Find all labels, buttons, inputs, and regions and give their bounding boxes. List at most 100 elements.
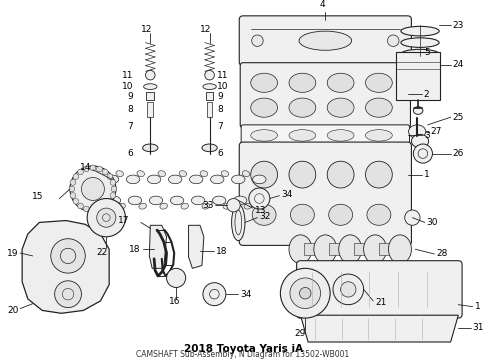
- Polygon shape: [189, 225, 204, 268]
- Text: 28: 28: [436, 249, 448, 258]
- Circle shape: [102, 169, 108, 175]
- Ellipse shape: [143, 144, 158, 152]
- Circle shape: [70, 166, 116, 212]
- Circle shape: [102, 203, 108, 209]
- FancyBboxPatch shape: [239, 16, 412, 66]
- Circle shape: [203, 283, 226, 306]
- Ellipse shape: [289, 235, 312, 264]
- Text: 15: 15: [32, 192, 43, 201]
- Bar: [147, 93, 154, 100]
- Text: 11: 11: [122, 71, 133, 80]
- Circle shape: [167, 268, 186, 288]
- Text: 19: 19: [7, 248, 18, 257]
- Ellipse shape: [126, 175, 140, 184]
- Bar: [379, 243, 396, 255]
- Ellipse shape: [223, 203, 231, 209]
- Ellipse shape: [366, 130, 392, 141]
- Circle shape: [107, 174, 113, 179]
- Circle shape: [205, 70, 215, 80]
- Ellipse shape: [401, 26, 439, 36]
- Circle shape: [252, 35, 263, 46]
- Ellipse shape: [203, 84, 216, 90]
- Text: 7: 7: [217, 122, 223, 131]
- Text: 4: 4: [319, 0, 325, 9]
- Ellipse shape: [221, 171, 229, 177]
- Circle shape: [83, 206, 89, 212]
- Text: 2018 Toyota Yaris iA: 2018 Toyota Yaris iA: [184, 344, 303, 354]
- Circle shape: [388, 35, 399, 46]
- Ellipse shape: [202, 203, 210, 209]
- Circle shape: [110, 180, 116, 185]
- Bar: [329, 243, 346, 255]
- Ellipse shape: [327, 73, 354, 93]
- Ellipse shape: [232, 204, 245, 240]
- Text: 26: 26: [453, 149, 464, 158]
- Text: 30: 30: [427, 218, 438, 227]
- Text: 23: 23: [453, 21, 464, 30]
- Ellipse shape: [251, 73, 277, 93]
- Ellipse shape: [147, 175, 161, 184]
- Bar: [396, 52, 440, 100]
- Bar: [304, 243, 321, 255]
- Text: 24: 24: [453, 60, 464, 69]
- Ellipse shape: [414, 107, 423, 114]
- Text: 12: 12: [141, 25, 152, 34]
- Text: 1: 1: [474, 302, 480, 311]
- Ellipse shape: [289, 161, 316, 188]
- Ellipse shape: [251, 130, 277, 141]
- Ellipse shape: [401, 49, 439, 59]
- Circle shape: [97, 166, 102, 172]
- Ellipse shape: [179, 171, 187, 177]
- Ellipse shape: [149, 196, 163, 205]
- Circle shape: [249, 188, 270, 209]
- Ellipse shape: [289, 130, 316, 141]
- Circle shape: [69, 186, 75, 192]
- Circle shape: [110, 193, 116, 198]
- Circle shape: [414, 144, 433, 163]
- Ellipse shape: [232, 175, 245, 184]
- Ellipse shape: [339, 235, 362, 264]
- Text: 22: 22: [96, 248, 107, 257]
- Ellipse shape: [299, 31, 352, 50]
- Polygon shape: [300, 315, 458, 342]
- Ellipse shape: [200, 171, 208, 177]
- Bar: [207, 102, 213, 117]
- Ellipse shape: [171, 196, 184, 205]
- FancyBboxPatch shape: [240, 63, 411, 128]
- Ellipse shape: [118, 203, 125, 209]
- Text: 10: 10: [122, 82, 133, 91]
- Text: 34: 34: [240, 290, 251, 299]
- Circle shape: [55, 281, 81, 307]
- Ellipse shape: [244, 203, 252, 209]
- Ellipse shape: [366, 98, 392, 117]
- Text: 2: 2: [424, 90, 429, 99]
- Circle shape: [111, 186, 117, 192]
- Text: 20: 20: [7, 306, 18, 315]
- Ellipse shape: [251, 98, 277, 117]
- Text: 32: 32: [259, 212, 270, 221]
- Ellipse shape: [327, 98, 354, 117]
- Text: 7: 7: [127, 122, 133, 131]
- Ellipse shape: [128, 196, 142, 205]
- Ellipse shape: [213, 196, 226, 205]
- Ellipse shape: [327, 130, 354, 141]
- Ellipse shape: [327, 161, 354, 188]
- Circle shape: [107, 198, 113, 204]
- Text: 33: 33: [202, 201, 214, 210]
- Circle shape: [333, 274, 364, 305]
- Circle shape: [97, 208, 116, 227]
- Bar: [354, 243, 371, 255]
- Ellipse shape: [192, 196, 205, 205]
- Text: 31: 31: [473, 323, 484, 332]
- Ellipse shape: [251, 161, 277, 188]
- Circle shape: [90, 165, 96, 171]
- Ellipse shape: [364, 235, 387, 264]
- Ellipse shape: [289, 98, 316, 117]
- Text: 9: 9: [217, 92, 223, 101]
- Text: 8: 8: [217, 105, 223, 114]
- FancyBboxPatch shape: [239, 142, 412, 246]
- Circle shape: [280, 268, 330, 318]
- Ellipse shape: [389, 235, 412, 264]
- Text: 14: 14: [79, 163, 91, 172]
- Ellipse shape: [190, 175, 203, 184]
